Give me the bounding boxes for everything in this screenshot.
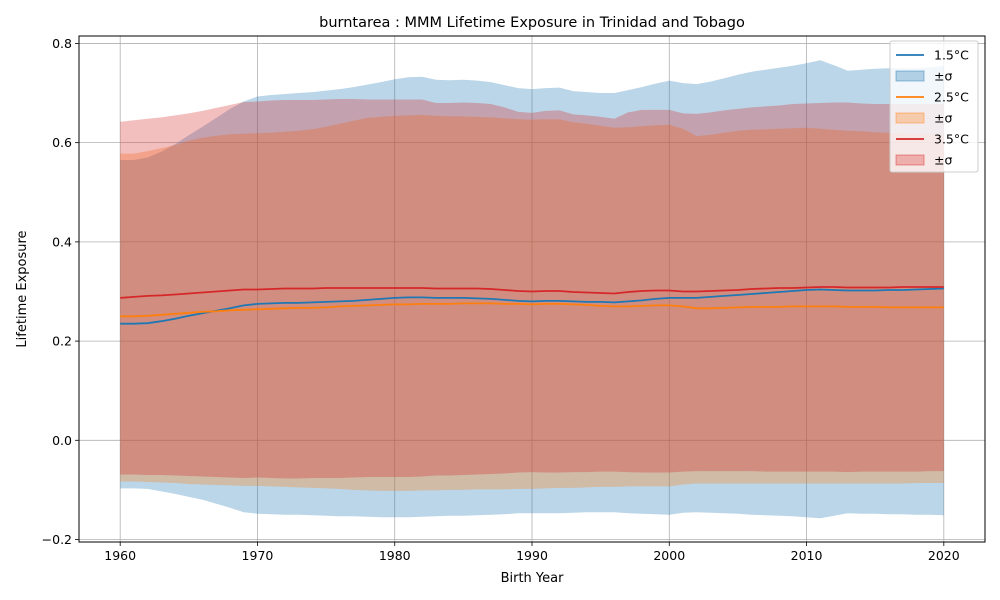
x-tick-label: 1990 — [516, 548, 548, 563]
x-tick-label: 2020 — [928, 548, 960, 563]
series-line-2 — [120, 286, 944, 299]
x-tick-label: 1970 — [242, 548, 274, 563]
y-tick-label: −0.2 — [42, 532, 72, 547]
legend-band-swatch — [895, 70, 925, 82]
x-tick-label: 2000 — [653, 548, 685, 563]
x-tick-label: 1980 — [379, 548, 411, 563]
y-tick-label: 0.6 — [52, 135, 72, 150]
series-line-1 — [120, 302, 944, 318]
legend-label: ±σ — [934, 153, 952, 168]
legend-label: 3.5°C — [934, 132, 969, 147]
axis-ticks: 1960 1970 1980 1990 2000 2010 2020 −0.2 0.0 0.2 0.… — [42, 36, 960, 563]
error-band-series-2 — [120, 99, 944, 479]
legend-band-swatch — [895, 154, 925, 166]
error-band-series-1 — [120, 114, 944, 491]
legend-label: 1.5°C — [934, 48, 969, 63]
series-line-0 — [120, 287, 944, 325]
legend: 1.5°C ±σ 2.5°C ±σ 3.5°C ±σ — [889, 40, 979, 173]
y-tick-label: 0.2 — [52, 334, 72, 349]
legend-label: 2.5°C — [934, 90, 969, 105]
error-bands — [120, 60, 944, 519]
x-tick-label: 1960 — [104, 548, 136, 563]
series-lines — [120, 286, 944, 325]
chart-title: burntarea : MMM Lifetime Exposure in Tri… — [319, 15, 745, 31]
y-axis-label: Lifetime Exposure — [15, 230, 30, 347]
y-tick-label: 0.0 — [52, 433, 72, 448]
legend-label: ±σ — [934, 69, 952, 84]
y-tick-label: 0.8 — [52, 36, 72, 51]
x-axis-label: Birth Year — [501, 571, 565, 586]
legend-band-swatch — [895, 112, 925, 124]
error-band-series-0 — [120, 60, 944, 519]
x-tick-label: 2010 — [791, 548, 823, 563]
legend-label: ±σ — [934, 111, 952, 126]
y-tick-label: 0.4 — [52, 234, 72, 249]
